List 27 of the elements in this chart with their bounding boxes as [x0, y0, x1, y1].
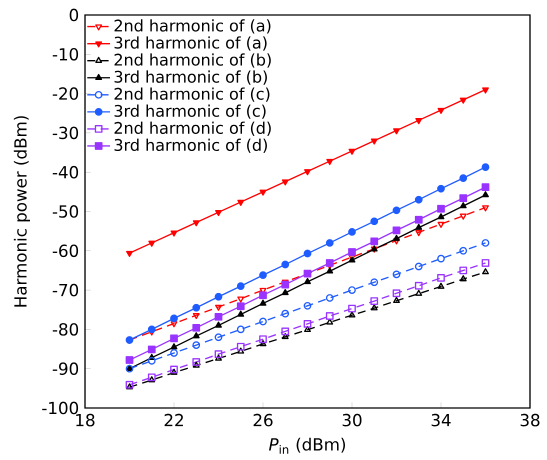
- legend-label: 2nd harmonic of (d): [114, 122, 271, 136]
- y-tick-label: -10: [52, 48, 78, 61]
- legend-label: 3rd harmonic of (b): [114, 70, 267, 85]
- x-tick-label: 26: [254, 414, 273, 426]
- x-tick-label: 34: [432, 414, 451, 426]
- y-tick-label: -20: [52, 87, 78, 100]
- x-tick-label: 38: [520, 414, 540, 426]
- x-axis-title: P$_{in}$ (dBm): [268, 438, 346, 454]
- y-tick-label: -70: [52, 284, 78, 296]
- legend-label: 2nd harmonic of (a): [114, 19, 270, 34]
- legend-label: 2nd harmonic of (c): [114, 87, 270, 102]
- y-axis-title: Harmonic power (dBm): [14, 116, 30, 307]
- y-tick-label: -50: [52, 205, 78, 218]
- y-tick-label: -80: [52, 323, 78, 336]
- legend-label: 3rd harmonic of (a): [114, 36, 267, 51]
- x-tick-label: 18: [76, 414, 94, 426]
- legend-label: 3rd harmonic of (c): [114, 104, 266, 119]
- y-tick-label: -40: [52, 166, 78, 178]
- y-tick-label: -100: [42, 402, 78, 414]
- x-tick-label: 30: [342, 414, 362, 426]
- y-tick-label: -90: [52, 362, 78, 375]
- x-tick-label: 22: [164, 414, 183, 426]
- y-tick-label: 0: [70, 8, 78, 22]
- y-tick-label: -60: [52, 244, 78, 258]
- legend-label: 2nd harmonic of (b): [114, 53, 271, 68]
- y-tick-label: -30: [52, 126, 78, 140]
- legend-label: 3rd harmonic of (d): [114, 138, 267, 153]
